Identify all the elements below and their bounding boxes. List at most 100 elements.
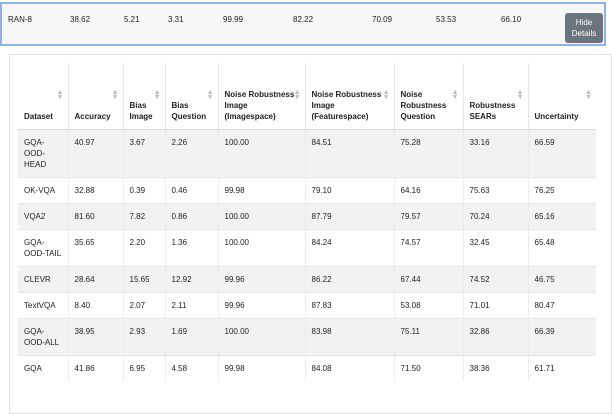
header-text: Accuracy bbox=[74, 111, 111, 121]
dataset-cell: VQA2 bbox=[18, 202, 68, 229]
header-text: Robustness SEARs bbox=[469, 100, 516, 121]
value-cell: 0.39 bbox=[122, 176, 165, 203]
value-cell: 0.46 bbox=[164, 176, 218, 203]
details-card: Dataset ▲ ▼ Accuracy ▲ ▼ Bias Image ▲ ▼ Bias Ques… bbox=[9, 54, 612, 414]
dataset-cell: GQA-OOD-HEAD bbox=[18, 128, 68, 177]
summary-cell: 38.62 bbox=[70, 15, 91, 24]
value-cell: 2.26 bbox=[164, 128, 218, 177]
value-cell: 79.57 bbox=[393, 202, 463, 229]
table-row: GQA-OOD-HEAD 40.97 3.67 2.26 100.00 84.51 75.2… bbox=[18, 128, 596, 177]
dataset-cell: CLEVR bbox=[18, 265, 68, 292]
dataset-cell: TextVQA bbox=[18, 291, 68, 318]
value-cell: 75.63 bbox=[462, 176, 528, 203]
column-header[interactable]: Accuracy ▲ ▼ bbox=[67, 63, 123, 130]
hide-details-button[interactable]: Hide Details bbox=[565, 13, 603, 43]
value-cell: 32.88 bbox=[67, 176, 123, 203]
column-header[interactable]: Dataset ▲ ▼ bbox=[18, 63, 68, 130]
value-cell: 32.86 bbox=[462, 317, 528, 355]
table-row: GQA-OOD-TAIL 35.65 2.20 1.36 100.00 84.24 74.5… bbox=[18, 228, 596, 266]
sort-icon: ▲ ▼ bbox=[153, 89, 161, 101]
summary-cell: RAN-8 bbox=[8, 15, 33, 24]
value-cell: 67.44 bbox=[393, 265, 463, 292]
value-cell: 66.39 bbox=[527, 317, 596, 355]
header-text: Noise Robustness Image (Featurespace) bbox=[311, 89, 382, 121]
header-text: Uncertainty bbox=[534, 111, 579, 121]
column-header[interactable]: Robustness SEARs ▲ ▼ bbox=[462, 63, 528, 130]
value-cell: 74.57 bbox=[393, 228, 463, 266]
summary-row: Hide Details RAN-8 38.62 5.21 3.31 99.99 82.2… bbox=[0, 2, 606, 46]
value-cell: 84.51 bbox=[304, 128, 394, 177]
value-cell: 84.08 bbox=[304, 354, 394, 381]
sort-icon: ▲ ▼ bbox=[516, 89, 524, 101]
value-cell: 79.10 bbox=[304, 176, 394, 203]
column-header[interactable]: Uncertainty ▲ ▼ bbox=[527, 63, 596, 130]
value-cell: 7.82 bbox=[122, 202, 165, 229]
sort-icon: ▲ ▼ bbox=[293, 89, 301, 101]
sort-icon: ▲ ▼ bbox=[451, 89, 459, 101]
value-cell: 6.95 bbox=[122, 354, 165, 381]
header-text: Bias Question bbox=[171, 100, 207, 121]
value-cell: 2.11 bbox=[164, 291, 218, 318]
value-cell: 4.58 bbox=[164, 354, 218, 381]
value-cell: 76.25 bbox=[527, 176, 596, 203]
value-cell: 38.36 bbox=[462, 354, 528, 381]
value-cell: 71.50 bbox=[393, 354, 463, 381]
value-cell: 1.36 bbox=[164, 228, 218, 266]
header-row: Dataset ▲ ▼ Accuracy ▲ ▼ Bias Image ▲ ▼ Bias Ques… bbox=[18, 63, 596, 130]
value-cell: 100.00 bbox=[217, 202, 305, 229]
value-cell: 100.00 bbox=[217, 317, 305, 355]
value-cell: 15.65 bbox=[122, 265, 165, 292]
value-cell: 46.75 bbox=[527, 265, 596, 292]
value-cell: 83.98 bbox=[304, 317, 394, 355]
value-cell: 12.92 bbox=[164, 265, 218, 292]
summary-cell: 5.21 bbox=[124, 15, 140, 24]
summary-cell: 70.09 bbox=[372, 15, 393, 24]
value-cell: 71.01 bbox=[462, 291, 528, 318]
column-header[interactable]: Noise Robustness Image (Featurespace) ▲ ▼ bbox=[304, 63, 394, 130]
results-table: Dataset ▲ ▼ Accuracy ▲ ▼ Bias Image ▲ ▼ Bias Ques… bbox=[18, 63, 596, 381]
value-cell: 86.22 bbox=[304, 265, 394, 292]
column-header[interactable]: Noise Robustness Question ▲ ▼ bbox=[393, 63, 463, 130]
table-row: GQA-OOD-ALL 38.95 2.93 1.69 100.00 83.98 75.11… bbox=[18, 317, 596, 355]
table-row: CLEVR 28.64 15.65 12.92 99.96 86.22 67.44 74.52… bbox=[18, 265, 596, 292]
summary-cell: 66.10 bbox=[501, 15, 522, 24]
value-cell: 75.28 bbox=[393, 128, 463, 177]
value-cell: 87.83 bbox=[304, 291, 394, 318]
value-cell: 99.98 bbox=[217, 176, 305, 203]
value-cell: 65.48 bbox=[527, 228, 596, 266]
value-cell: 8.40 bbox=[67, 291, 123, 318]
value-cell: 81.60 bbox=[67, 202, 123, 229]
value-cell: 40.97 bbox=[67, 128, 123, 177]
sort-icon: ▲ ▼ bbox=[56, 89, 64, 101]
column-header[interactable]: Bias Image ▲ ▼ bbox=[122, 63, 165, 130]
header-text: Dataset bbox=[24, 111, 53, 121]
value-cell: 87.79 bbox=[304, 202, 394, 229]
value-cell: 74.52 bbox=[462, 265, 528, 292]
column-header[interactable]: Noise Robustness Image (Imagespace) ▲ ▼ bbox=[217, 63, 305, 130]
table-row: OK-VQA 32.88 0.39 0.46 99.98 79.10 64.16 75.63 7… bbox=[18, 176, 596, 203]
value-cell: 41.86 bbox=[67, 354, 123, 381]
column-header[interactable]: Bias Question ▲ ▼ bbox=[164, 63, 218, 130]
value-cell: 99.98 bbox=[217, 354, 305, 381]
value-cell: 3.67 bbox=[122, 128, 165, 177]
value-cell: 100.00 bbox=[217, 228, 305, 266]
table-body: GQA-OOD-HEAD 40.97 3.67 2.26 100.00 84.51 75.2… bbox=[18, 128, 596, 381]
value-cell: 32.45 bbox=[462, 228, 528, 266]
value-cell: 65.16 bbox=[527, 202, 596, 229]
sort-icon: ▲ ▼ bbox=[585, 89, 592, 101]
value-cell: 35.65 bbox=[67, 228, 123, 266]
dataset-cell: OK-VQA bbox=[18, 176, 68, 203]
value-cell: 0.86 bbox=[164, 202, 218, 229]
summary-cell: 53.53 bbox=[436, 15, 457, 24]
value-cell: 2.07 bbox=[122, 291, 165, 318]
table-row: VQA2 81.60 7.82 0.86 100.00 87.79 79.57 70.24 65… bbox=[18, 202, 596, 229]
sort-icon: ▲ ▼ bbox=[206, 89, 214, 101]
table-row: TextVQA 8.40 2.07 2.11 99.96 87.83 53.08 71.01 8… bbox=[18, 291, 596, 318]
value-cell: 28.64 bbox=[67, 265, 123, 292]
value-cell: 33.16 bbox=[462, 128, 528, 177]
value-cell: 61.71 bbox=[527, 354, 596, 381]
sort-icon: ▲ ▼ bbox=[111, 89, 119, 101]
dataset-cell: GQA bbox=[18, 354, 68, 381]
value-cell: 75.11 bbox=[393, 317, 463, 355]
